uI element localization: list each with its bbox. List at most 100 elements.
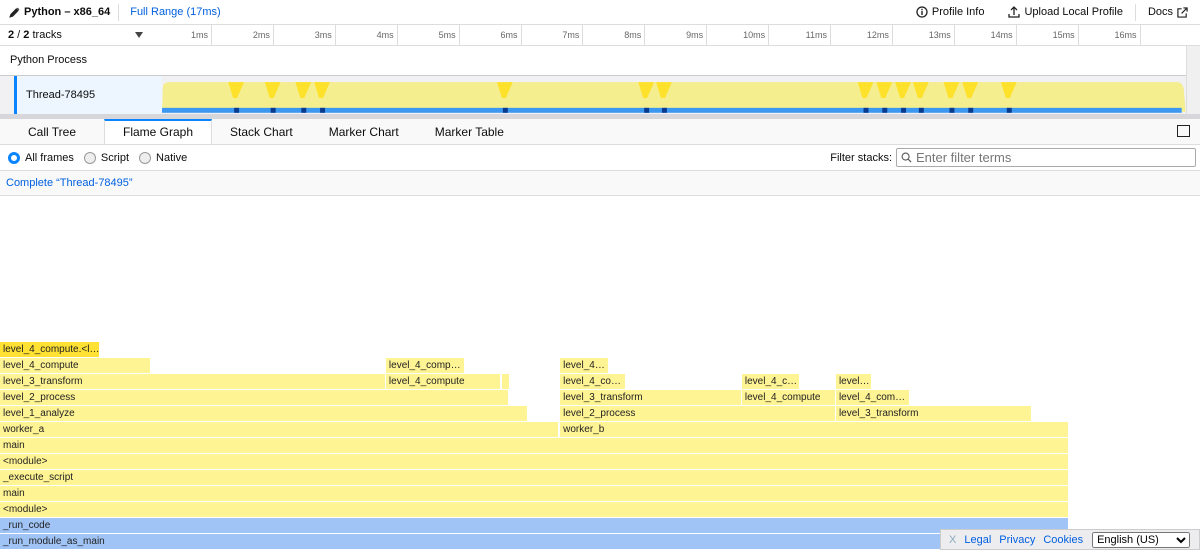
- sample-marker: [1007, 107, 1013, 113]
- sample-marker: [320, 107, 326, 113]
- tab-bar: Call Tree Flame Graph Stack Chart Marker…: [0, 119, 1200, 145]
- flame-graph-frame[interactable]: _run_code: [0, 518, 1068, 533]
- flame-graph-frame[interactable]: level_2_process: [0, 390, 508, 405]
- tab-stack-chart[interactable]: Stack Chart: [230, 125, 293, 139]
- upload-label: Upload Local Profile: [1024, 6, 1123, 18]
- flame-graph-frame[interactable]: level_1_analyze: [0, 406, 528, 421]
- cpu-spike: [295, 82, 312, 98]
- ruler-tick: 13ms: [893, 25, 955, 45]
- cpu-spike: [228, 82, 245, 98]
- legal-link[interactable]: Legal: [964, 533, 992, 546]
- flame-graph-frame[interactable]: level_4_compute: [741, 390, 835, 405]
- upload-local-profile-button[interactable]: Upload Local Profile: [996, 6, 1134, 18]
- flame-graph-settings: All frames Script Native Filter stacks: …: [0, 145, 1200, 171]
- cpu-spike: [895, 82, 912, 98]
- flame-graph-frame[interactable]: level_2_process: [560, 406, 835, 421]
- cookies-link[interactable]: Cookies: [1043, 533, 1084, 546]
- info-icon: [916, 6, 928, 18]
- docs-label: Docs: [1147, 6, 1173, 18]
- flame-graph-frame[interactable]: level_4_compute: [385, 374, 501, 389]
- flame-graph-frame[interactable]: level_4_compute.<l…: [0, 342, 100, 357]
- ruler-tick: 11ms: [769, 25, 831, 45]
- breadcrumb-item[interactable]: Complete “Thread-78495”: [6, 177, 133, 189]
- sample-marker: [949, 107, 955, 113]
- thread-label[interactable]: Thread-78495: [14, 76, 163, 114]
- filter-placeholder: Enter filter terms: [916, 150, 1012, 165]
- tracks-visible: 2: [8, 29, 15, 41]
- flame-graph[interactable]: _run_module_as_main _run_code <module> main…: [0, 196, 1200, 550]
- language-select[interactable]: English (US): [1092, 531, 1191, 548]
- cpu-spike: [656, 82, 673, 98]
- ruler-tick: 10ms: [707, 25, 770, 45]
- sample-marker: [234, 107, 240, 113]
- flame-graph-frame[interactable]: level…: [835, 374, 872, 389]
- filter-stacks-input[interactable]: Enter filter terms: [896, 148, 1196, 167]
- flame-graph-frame[interactable]: level_4_co…: [560, 374, 626, 389]
- flame-graph-frame[interactable]: level_3_transform: [0, 374, 385, 389]
- tracks-total: 2: [23, 29, 30, 41]
- privacy-link[interactable]: Privacy: [999, 533, 1036, 546]
- cpu-spike: [1001, 82, 1018, 98]
- profile-info-button[interactable]: Profile Info: [904, 6, 997, 18]
- flame-graph-frame[interactable]: level_3_transform: [560, 390, 741, 405]
- tab-marker-table[interactable]: Marker Table: [434, 125, 504, 139]
- close-footer-button[interactable]: X: [949, 533, 957, 546]
- cpu-spike: [962, 82, 979, 98]
- ruler-tick: 15ms: [1017, 25, 1079, 45]
- tab-call-tree[interactable]: Call Tree: [27, 125, 77, 139]
- all-frames-radio[interactable]: [8, 151, 20, 164]
- panel-splitter[interactable]: [0, 114, 1200, 119]
- cpu-spike: [913, 82, 930, 98]
- profile-name-button[interactable]: Python – x86_64: [0, 3, 120, 21]
- timeline-scrollbar[interactable]: [1186, 46, 1200, 114]
- filter-label: Filter stacks:: [830, 151, 892, 164]
- flame-graph-frame[interactable]: main: [0, 438, 1068, 453]
- full-range-breadcrumb[interactable]: Full Range (17ms): [130, 6, 221, 18]
- cpu-spike: [943, 82, 960, 98]
- flame-graph-frame[interactable]: worker_a: [0, 422, 559, 437]
- flame-graph-frame[interactable]: level_4…: [560, 358, 609, 373]
- flame-graph-frame[interactable]: main: [0, 486, 1068, 501]
- timeline-ruler: 2 / 2 tracks 1ms 2ms 3ms 4ms 5ms 6ms 7ms 8ms 9ms…: [0, 25, 1200, 46]
- ruler-tick: 9ms: [645, 25, 708, 45]
- sample-marker: [919, 107, 925, 113]
- profile-info-label: Profile Info: [931, 6, 985, 18]
- flame-graph-frame[interactable]: _execute_script: [0, 470, 1068, 485]
- flame-graph-frame[interactable]: level_4_comp…: [385, 358, 464, 373]
- sample-marker: [863, 107, 869, 113]
- flame-graph-frame[interactable]: [502, 374, 509, 389]
- tab-marker-chart[interactable]: Marker Chart: [328, 125, 399, 139]
- flame-graph-frame[interactable]: level_4_c…: [741, 374, 799, 389]
- ruler-tick: 5ms: [398, 25, 460, 45]
- pencil-icon: [9, 7, 20, 18]
- ruler-tick: 14ms: [955, 25, 1017, 45]
- sample-marker: [901, 107, 907, 113]
- external-link-icon: [1177, 6, 1188, 18]
- ruler-tick: 4ms: [336, 25, 398, 45]
- ruler-tick: 7ms: [521, 25, 584, 45]
- flame-graph-frame[interactable]: level_4_com…: [835, 390, 909, 405]
- sample-marker: [662, 107, 668, 113]
- script-radio[interactable]: [83, 151, 96, 164]
- track-count-button[interactable]: 2 / 2 tracks: [0, 25, 150, 45]
- flame-graph-frame[interactable]: <module>: [0, 454, 1068, 469]
- caret-down-icon: [135, 32, 143, 38]
- footer-bar: X Legal Privacy Cookies English (US): [940, 529, 1200, 550]
- ruler-tick: 16ms: [1079, 25, 1141, 45]
- tab-flame-graph[interactable]: Flame Graph: [104, 119, 213, 144]
- sample-marker: [271, 107, 276, 113]
- native-radio[interactable]: [139, 151, 152, 164]
- thread-activity-graph[interactable]: [162, 76, 1186, 114]
- flame-graph-frame[interactable]: _run_module_as_main: [0, 534, 1068, 549]
- thread-track[interactable]: Thread-78495: [0, 76, 1186, 114]
- docs-link[interactable]: Docs: [1136, 6, 1200, 18]
- flame-graph-frame[interactable]: level_4_compute: [0, 358, 150, 373]
- flame-graph-frame[interactable]: <module>: [0, 502, 1068, 517]
- flame-graph-frame[interactable]: level_3_transform: [835, 406, 1031, 421]
- cpu-spike: [314, 82, 331, 98]
- ruler-tick: 3ms: [274, 25, 336, 45]
- divider: [1134, 3, 1136, 21]
- flame-graph-frame[interactable]: worker_b: [560, 422, 1068, 437]
- sidebar-toggle-icon[interactable]: [1177, 125, 1190, 137]
- process-track-python-process[interactable]: Python Process: [0, 46, 1186, 76]
